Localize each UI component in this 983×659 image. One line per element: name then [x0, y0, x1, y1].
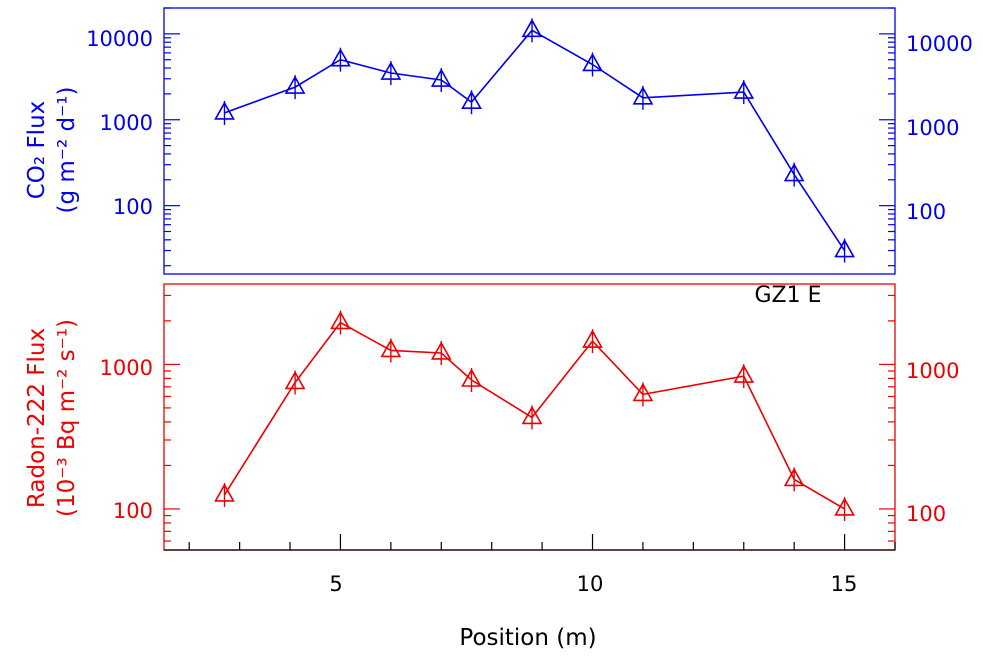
gz1-e-annotation: GZ1 E: [754, 283, 821, 308]
co2-data-point: [380, 61, 402, 80]
co2-data-point: [834, 238, 855, 258]
radon-data-point: [214, 483, 235, 502]
co2-y-tick-label-right: 10000: [906, 32, 973, 56]
co2-data-point: [632, 86, 654, 105]
radon-series-line: [223, 321, 846, 510]
co2-series-line: [224, 29, 846, 252]
radon-data-point: [284, 370, 306, 390]
radon-series: [214, 310, 855, 521]
co2-data-point: [214, 101, 235, 120]
x-axis-title: Position (m): [459, 625, 596, 651]
co2-y-tick-label: 100: [113, 195, 153, 219]
radon-data-point: [783, 467, 805, 487]
radon-y-tick-label-right: 100: [906, 502, 946, 526]
co2-axis-ticks: [164, 7, 895, 267]
x-tick-label: 5: [329, 572, 342, 596]
radon-data-point: [733, 364, 755, 383]
co2-data-point: [430, 68, 452, 87]
co2-data-point: [783, 162, 805, 182]
radon-data-point: [430, 341, 452, 360]
co2-y-tick-label-right: 100: [906, 200, 946, 224]
radon-data-point: [582, 329, 603, 348]
co2-y-tick-label: 10000: [86, 27, 153, 51]
radon-data-point: [521, 405, 543, 425]
x-tick-label: 15: [831, 572, 858, 596]
radon-y-axis-title-units: (10⁻³ Bq m⁻² s⁻¹): [54, 319, 80, 517]
radon-data-point: [632, 382, 654, 402]
radon-data-point: [834, 497, 855, 516]
co2-data-point: [461, 90, 482, 110]
radon-data-point: [380, 338, 402, 358]
radon-axis-ticks: [164, 294, 895, 542]
co2-series: [214, 18, 855, 263]
co2-y-axis-title: CO₂ Flux: [24, 101, 50, 200]
co2-y-axis-title-units: (g m⁻² d⁻¹): [54, 87, 80, 214]
radon-y-tick-label: 1000: [100, 356, 153, 380]
co2-y-tick-label: 1000: [100, 111, 153, 135]
co2-data-point: [521, 18, 543, 38]
co2-data-point: [330, 48, 351, 67]
radon-y-axis-title: Radon-222 Flux: [24, 328, 50, 508]
radon-data-point: [330, 310, 351, 330]
x-tick-label: 10: [577, 572, 604, 596]
co2-y-tick-label-right: 1000: [906, 116, 959, 140]
co2-data-point: [284, 75, 306, 94]
co2-panel-frame: [163, 7, 896, 275]
radon-y-tick-label-right: 1000: [906, 359, 959, 383]
radon-y-tick-label: 100: [113, 499, 153, 523]
co2-data-point: [733, 80, 755, 99]
co2-data-point: [582, 52, 603, 72]
radon-data-point: [461, 368, 482, 387]
x-axis-ticks: [188, 534, 896, 550]
